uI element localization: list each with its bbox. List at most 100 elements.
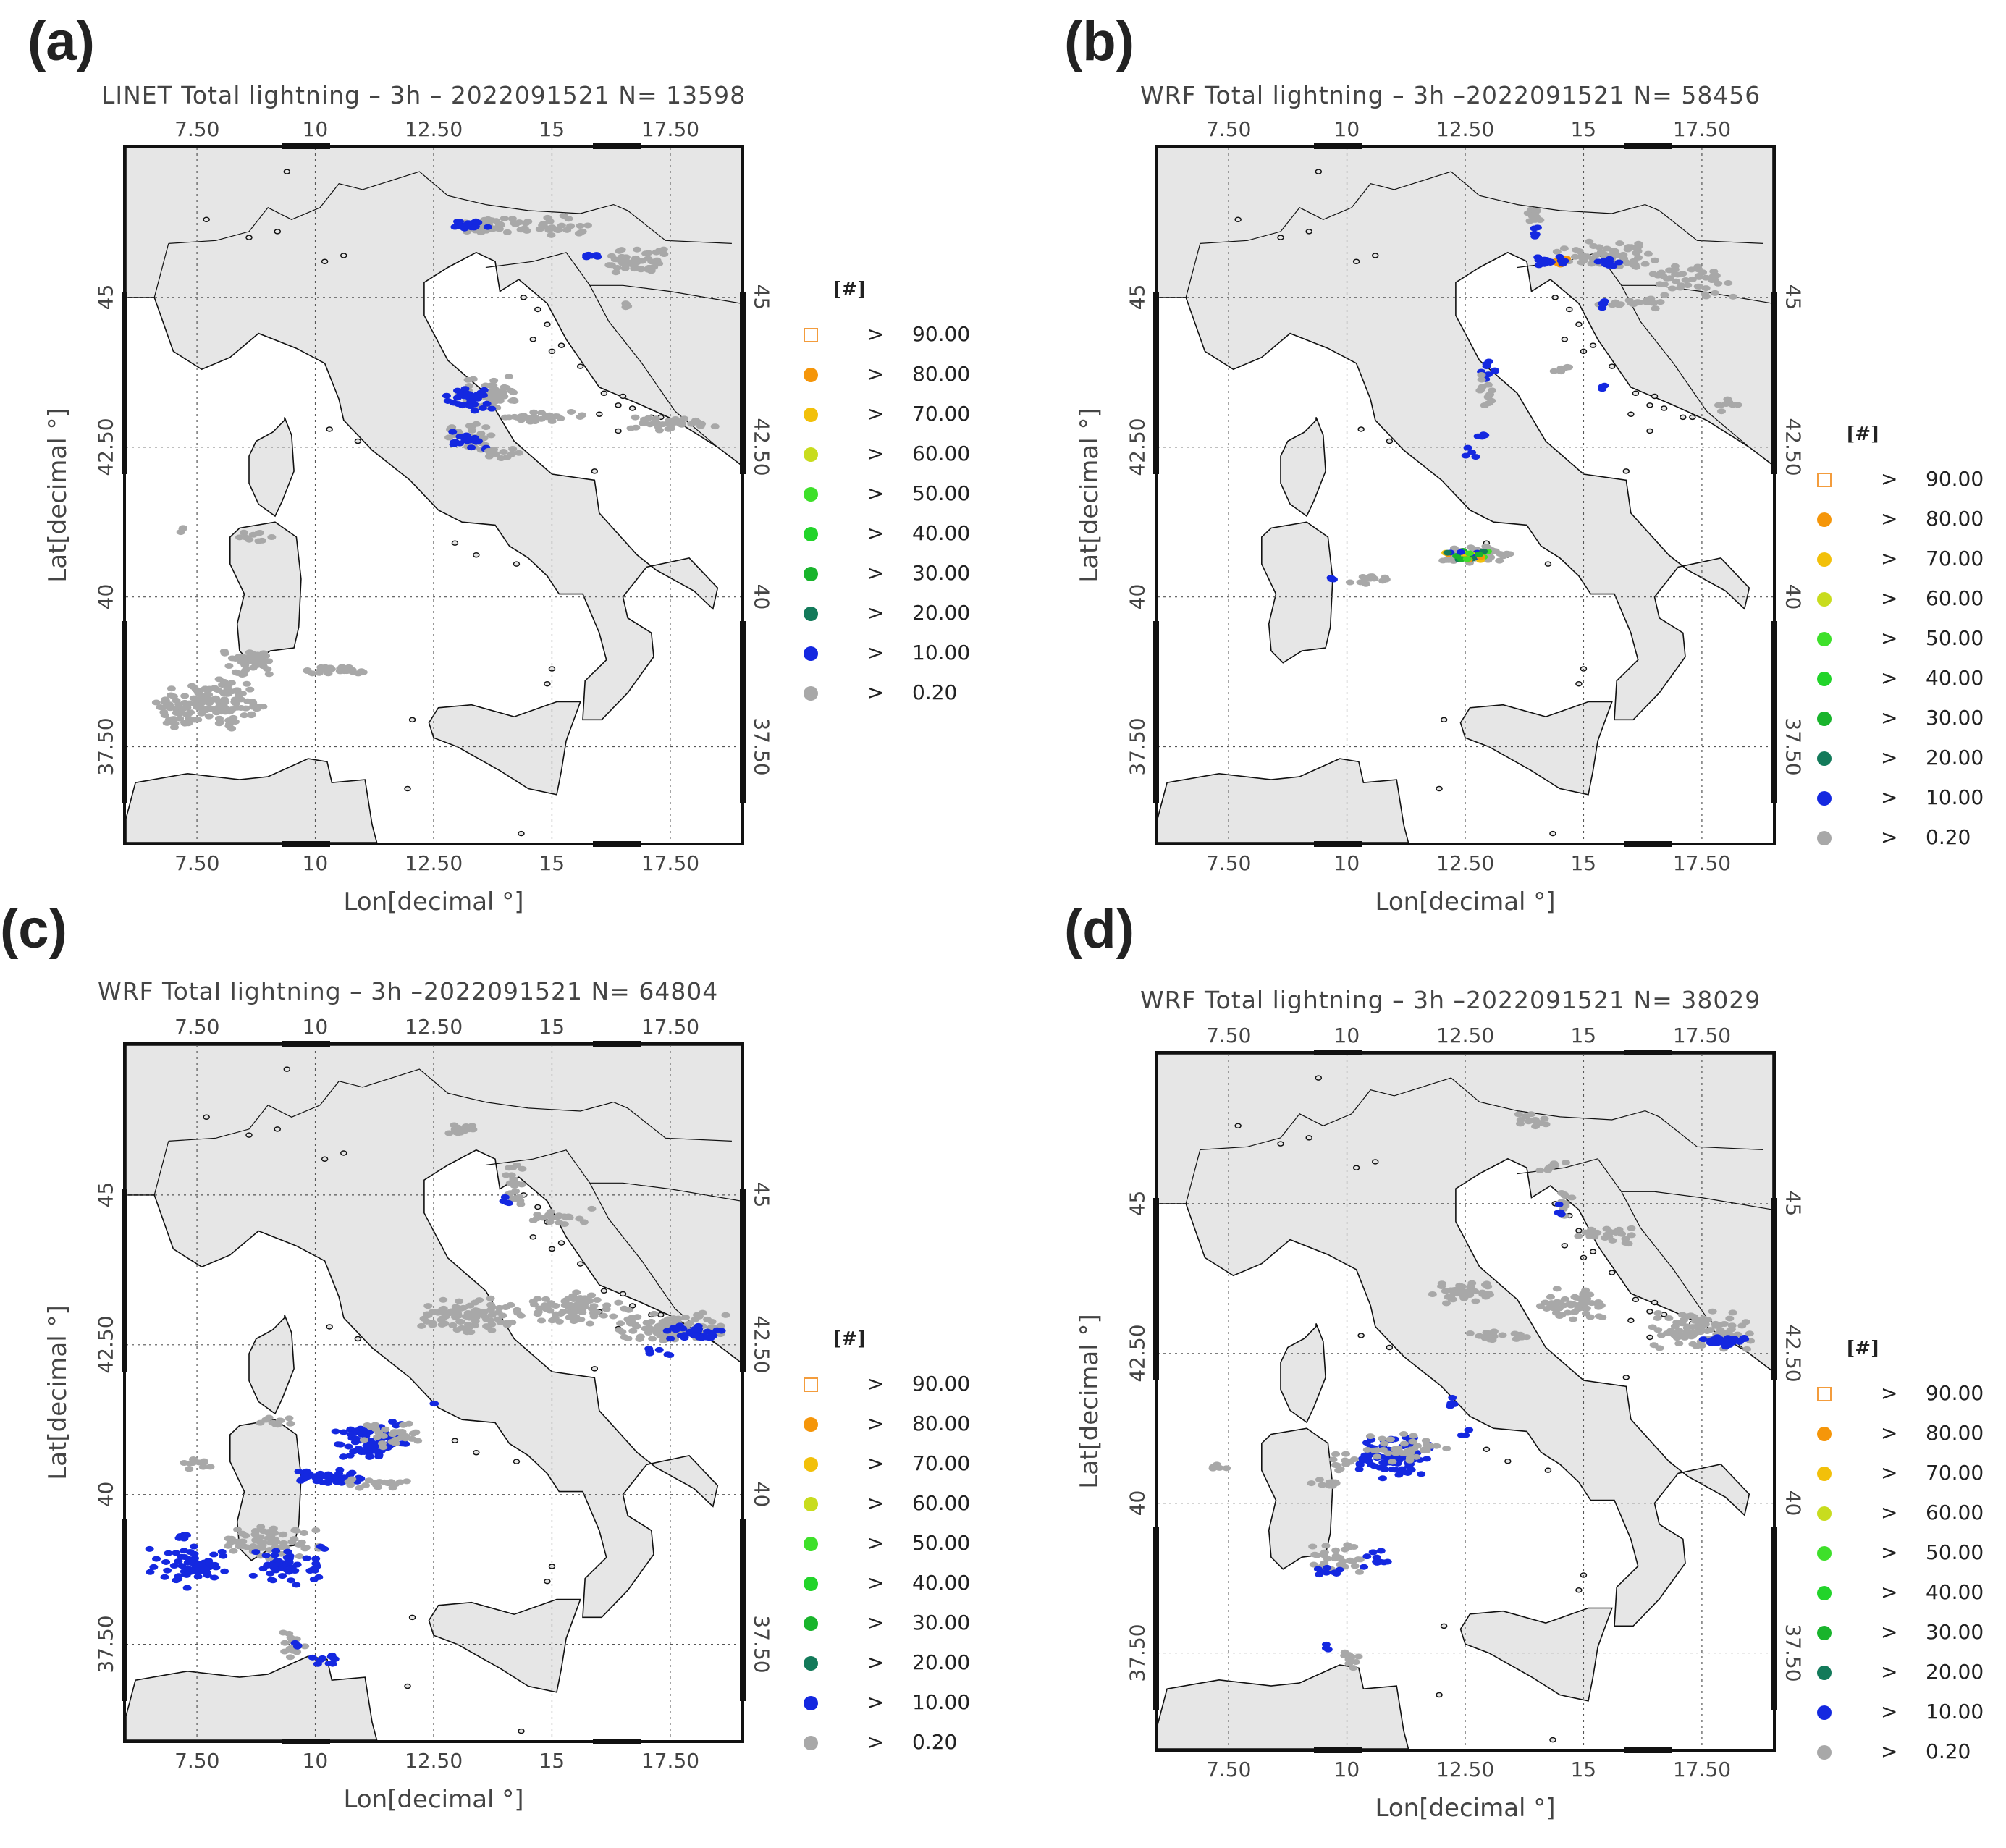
lightning-point — [295, 1553, 304, 1560]
islet — [1561, 337, 1569, 342]
lightning-point — [172, 1577, 181, 1584]
lightning-point — [1561, 1160, 1570, 1166]
lightning-point — [1307, 1480, 1316, 1487]
islet — [657, 1312, 665, 1318]
lightning-point — [220, 1568, 229, 1574]
lightning-point — [365, 1442, 374, 1448]
lightning-point — [309, 1576, 319, 1582]
lightning-point — [311, 1527, 321, 1534]
axis-bar — [1771, 1198, 1777, 1380]
lightning-point — [253, 659, 262, 666]
legend-value: 10.00 — [1926, 785, 1984, 809]
legend-gt: > — [1881, 1381, 1898, 1405]
lightning-point — [537, 410, 547, 416]
lightning-point — [331, 1428, 340, 1435]
islet — [544, 1578, 551, 1585]
lightning-point — [696, 423, 705, 429]
legend-gt: > — [867, 561, 885, 585]
legend-swatch — [1817, 751, 1832, 766]
lightning-point — [545, 412, 555, 418]
lightning-point — [470, 408, 479, 414]
legend-gt: > — [1881, 547, 1898, 570]
lightning-point — [691, 417, 700, 423]
legend-gt: > — [867, 1571, 885, 1595]
lightning-point — [587, 1205, 597, 1212]
lightning-point — [1733, 402, 1742, 408]
legend-swatch — [804, 1577, 818, 1591]
x-axis-label: Lon[decimal °] — [1375, 1794, 1556, 1823]
islet — [1622, 468, 1630, 474]
lightning-point — [402, 1478, 411, 1485]
lightning-point — [1495, 557, 1504, 564]
lightning-point — [450, 1122, 459, 1128]
sicily-land — [428, 1598, 581, 1693]
lightning-point — [669, 1315, 678, 1322]
lightning-point — [1680, 1334, 1690, 1341]
lightning-point — [515, 1197, 525, 1204]
lightning-point — [1712, 1322, 1721, 1329]
legend-swatch — [804, 1497, 818, 1511]
lightning-point — [1701, 274, 1711, 281]
lightning-point — [457, 1325, 466, 1331]
lightning-point — [239, 529, 248, 536]
lon-tick-label: 10 — [1333, 1758, 1360, 1781]
lightning-point — [442, 392, 451, 399]
lat-tick-label: 40 — [1781, 583, 1805, 610]
legend-entry: >70.00 — [804, 402, 999, 431]
axis-bar — [1153, 1198, 1159, 1380]
lightning-point — [1375, 1464, 1384, 1471]
islet — [619, 393, 627, 400]
lightning-point — [1455, 1282, 1465, 1288]
lightning-point — [1547, 1300, 1556, 1307]
lightning-point — [1516, 1121, 1525, 1127]
legend-value: 40.00 — [1926, 666, 1984, 690]
lightning-point — [475, 1297, 484, 1304]
lightning-point — [1540, 257, 1549, 263]
lightning-point — [703, 1316, 712, 1322]
islet — [576, 1261, 584, 1267]
lightning-point — [220, 650, 229, 657]
islet — [1372, 253, 1379, 258]
corsica-land — [1280, 1323, 1326, 1424]
lightning-point — [1323, 1556, 1332, 1562]
lightning-point — [469, 224, 479, 231]
panel-b: (b) WRF Total lightning – 3h –2022091521… — [1003, 0, 2005, 919]
lightning-point — [336, 1441, 345, 1448]
lightning-point — [328, 1661, 337, 1667]
panel-c: (c) WRF Total lightning – 3h –2022091521… — [0, 898, 1003, 1817]
lightning-point — [544, 227, 554, 233]
lightning-point — [504, 374, 513, 380]
lightning-point — [1673, 271, 1682, 278]
lightning-point — [649, 1326, 659, 1333]
lightning-point — [662, 1328, 672, 1334]
lightning-point — [1409, 1446, 1419, 1452]
map-title: WRF Total lightning – 3h –2022091521 N= … — [1140, 986, 1761, 1014]
lightning-point — [1331, 1461, 1341, 1468]
lightning-point — [1331, 1556, 1340, 1562]
lightning-point — [481, 382, 490, 389]
islet — [591, 1366, 599, 1372]
lightning-point — [266, 1570, 275, 1577]
lightning-point — [621, 300, 631, 307]
lightning-point — [1579, 1291, 1588, 1297]
lon-tick-label: 10 — [302, 1015, 329, 1039]
lightning-point — [204, 713, 214, 720]
lightning-point — [1478, 384, 1487, 390]
legend-entry: >60.00 — [804, 442, 999, 471]
lightning-point — [632, 1323, 641, 1330]
lightning-point — [1360, 1564, 1369, 1570]
lightning-point — [1477, 372, 1486, 379]
country-border — [153, 1141, 169, 1196]
lightning-point — [145, 1545, 154, 1552]
lightning-point — [551, 1303, 560, 1309]
lightning-point — [1453, 1288, 1462, 1294]
lightning-point — [198, 1464, 208, 1470]
lightning-point — [1405, 1455, 1415, 1461]
y-axis-label: Lat[decimal °] — [43, 408, 72, 583]
lightning-point — [621, 257, 631, 263]
lightning-point — [1465, 550, 1474, 557]
lightning-point — [1341, 1451, 1351, 1457]
lightning-point — [1341, 1461, 1351, 1467]
lightning-point — [332, 1477, 342, 1484]
lon-tick-label: 7.50 — [1206, 1024, 1252, 1047]
